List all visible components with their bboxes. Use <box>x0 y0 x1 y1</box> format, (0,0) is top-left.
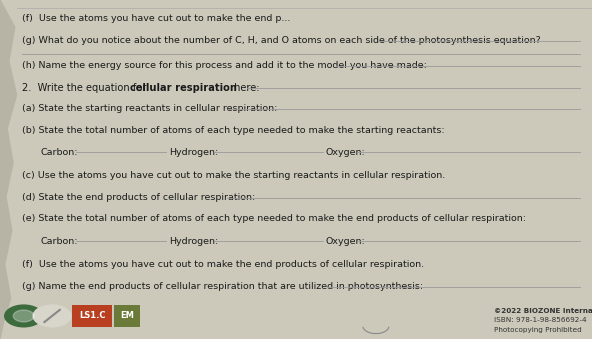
Circle shape <box>13 310 34 322</box>
FancyBboxPatch shape <box>114 305 140 327</box>
Text: (f)  Use the atoms you have cut out to make the end p...: (f) Use the atoms you have cut out to ma… <box>22 14 291 23</box>
Text: EM: EM <box>120 312 134 320</box>
FancyBboxPatch shape <box>72 305 112 327</box>
Text: (d) State the end products of cellular respiration:: (d) State the end products of cellular r… <box>22 193 256 202</box>
Text: Hydrogen:: Hydrogen: <box>169 237 218 246</box>
Text: (g) Name the end products of cellular respiration that are utilized in photosynt: (g) Name the end products of cellular re… <box>22 282 424 291</box>
Circle shape <box>33 305 71 327</box>
Circle shape <box>5 305 43 327</box>
Text: ISBN: 978-1-98-856692-4: ISBN: 978-1-98-856692-4 <box>494 317 587 323</box>
Text: (e) State the total number of atoms of each type needed to make the end products: (e) State the total number of atoms of e… <box>22 214 526 223</box>
Text: LS1.C: LS1.C <box>79 312 105 320</box>
Text: (f)  Use the atoms you have cut out to make the end products of cellular respira: (f) Use the atoms you have cut out to ma… <box>22 260 424 270</box>
Text: ©2022 BIOZONE International: ©2022 BIOZONE International <box>494 308 592 314</box>
Text: Oxygen:: Oxygen: <box>326 237 365 246</box>
Text: (c) Use the atoms you have cut out to make the starting reactants in cellular re: (c) Use the atoms you have cut out to ma… <box>22 171 446 180</box>
Text: here:: here: <box>231 83 259 93</box>
Text: Carbon:: Carbon: <box>40 148 78 158</box>
Text: (b) State the total number of atoms of each type needed to make the starting rea: (b) State the total number of atoms of e… <box>22 126 445 135</box>
Text: 2.  Write the equation for: 2. Write the equation for <box>22 83 150 93</box>
Polygon shape <box>0 0 17 339</box>
Text: cellular respiration: cellular respiration <box>130 83 237 93</box>
Text: Carbon:: Carbon: <box>40 237 78 246</box>
Text: (g) What do you notice about the number of C, H, and O atoms on each side of the: (g) What do you notice about the number … <box>22 36 541 45</box>
Text: (h) Name the energy source for this process and add it to the model you have mad: (h) Name the energy source for this proc… <box>22 61 427 70</box>
Text: Hydrogen:: Hydrogen: <box>169 148 218 158</box>
Text: Photocopying Prohibited: Photocopying Prohibited <box>494 327 582 333</box>
Text: (a) State the starting reactants in cellular respiration:: (a) State the starting reactants in cell… <box>22 104 278 114</box>
Text: Oxygen:: Oxygen: <box>326 148 365 158</box>
